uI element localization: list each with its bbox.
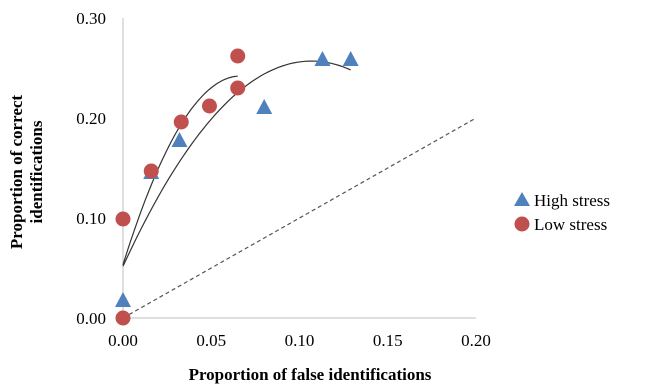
y-axis-title-line-2: identifications [27, 120, 46, 223]
point-high-stress [256, 99, 273, 114]
x-tick-label: 0.15 [373, 331, 403, 350]
point-high-stress [171, 132, 188, 147]
y-tick-label: 0.30 [76, 9, 106, 28]
point-high-stress [115, 292, 131, 307]
point-low-stress [173, 114, 189, 130]
y-tick-label: 0.10 [76, 209, 106, 228]
point-low-stress [115, 310, 131, 326]
legend-label-low-stress: Low stress [534, 215, 607, 234]
x-tick-label: 0.20 [461, 331, 491, 350]
point-low-stress [201, 98, 217, 114]
legend-marker-low-stress [514, 216, 530, 232]
x-tick-label: 0.05 [196, 331, 226, 350]
legend: High stress Low stress [514, 191, 610, 234]
point-high-stress [342, 51, 359, 66]
point-low-stress [143, 163, 159, 179]
x-tick-labels: 0.00 0.05 0.10 0.15 0.20 [108, 331, 491, 350]
point-high-stress [314, 51, 331, 66]
fit-curves [122, 60, 477, 319]
y-tick-label: 0.00 [76, 309, 106, 328]
legend-item-high-stress: High stress [514, 191, 610, 210]
legend-label-high-stress: High stress [534, 191, 610, 210]
y-axis-title: Proportion of correct identifications [7, 95, 46, 250]
point-low-stress [230, 48, 246, 64]
x-axis-title: Proportion of false identifications [189, 365, 432, 384]
y-axis-title-line-1: Proportion of correct [7, 95, 26, 250]
point-low-stress [115, 211, 131, 227]
point-low-stress [230, 80, 246, 96]
y-tick-labels: 0.00 0.10 0.20 0.30 [76, 9, 106, 328]
legend-item-low-stress: Low stress [514, 215, 607, 234]
y-tick-label: 0.20 [76, 109, 106, 128]
axes [122, 18, 476, 319]
chance-diagonal-line [122, 117, 477, 319]
data-points [115, 48, 359, 326]
x-tick-label: 0.00 [108, 331, 138, 350]
trend-curve-low-stress [122, 75, 238, 265]
x-tick-label: 0.10 [285, 331, 315, 350]
legend-marker-high-stress [514, 192, 530, 206]
